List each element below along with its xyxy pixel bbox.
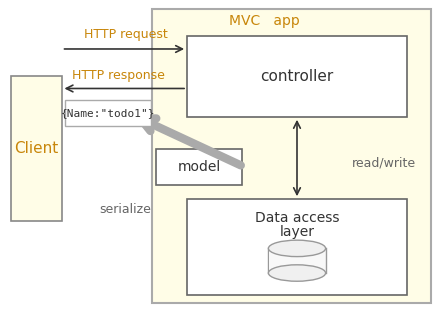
Text: read/write: read/write bbox=[352, 156, 416, 169]
Text: model: model bbox=[177, 160, 220, 173]
Bar bbox=[187, 36, 407, 117]
Ellipse shape bbox=[268, 265, 326, 281]
Text: HTTP request: HTTP request bbox=[84, 28, 167, 41]
Bar bbox=[269, 248, 325, 273]
Bar bbox=[156, 149, 242, 185]
Text: controller: controller bbox=[260, 69, 334, 84]
Bar bbox=[268, 248, 326, 273]
Ellipse shape bbox=[268, 240, 326, 257]
Bar bbox=[65, 100, 151, 126]
Text: Data access: Data access bbox=[255, 211, 339, 225]
Bar bbox=[11, 76, 62, 221]
Text: Client: Client bbox=[14, 141, 58, 156]
Text: MVC   app: MVC app bbox=[229, 14, 299, 28]
Text: HTTP response: HTTP response bbox=[72, 69, 165, 82]
Bar bbox=[152, 9, 431, 303]
Text: serialize: serialize bbox=[99, 203, 151, 216]
Text: layer: layer bbox=[279, 225, 315, 239]
Text: {Name:"todo1"}: {Name:"todo1"} bbox=[61, 108, 155, 118]
Bar bbox=[187, 199, 407, 295]
